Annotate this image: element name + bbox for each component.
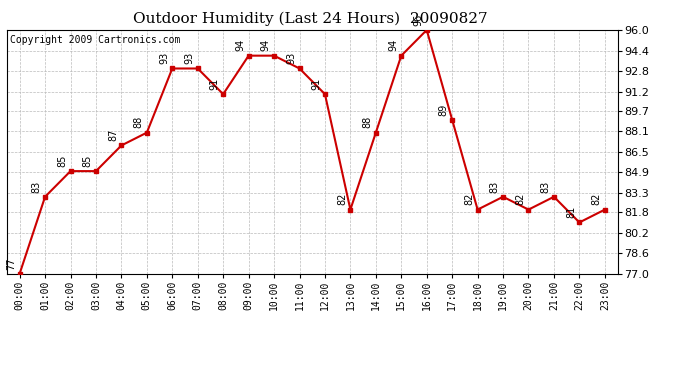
- Text: 88: 88: [133, 116, 144, 129]
- Text: 93: 93: [286, 52, 296, 64]
- Text: 88: 88: [362, 116, 373, 129]
- Text: 85: 85: [57, 154, 67, 167]
- Text: 82: 82: [337, 193, 347, 206]
- Text: 91: 91: [210, 78, 220, 90]
- Text: 89: 89: [439, 104, 449, 116]
- Text: 83: 83: [490, 180, 500, 193]
- Text: 83: 83: [540, 180, 551, 193]
- Text: 82: 82: [591, 193, 602, 206]
- Text: 93: 93: [184, 52, 195, 64]
- Text: Copyright 2009 Cartronics.com: Copyright 2009 Cartronics.com: [10, 35, 180, 45]
- Text: 83: 83: [32, 180, 41, 193]
- Text: 94: 94: [388, 39, 398, 51]
- Text: 82: 82: [464, 193, 474, 206]
- Text: 85: 85: [83, 154, 92, 167]
- Text: 87: 87: [108, 129, 118, 141]
- Text: 94: 94: [261, 39, 270, 51]
- Text: 81: 81: [566, 206, 576, 218]
- Text: 93: 93: [159, 52, 169, 64]
- Text: 77: 77: [6, 257, 17, 270]
- Text: 94: 94: [235, 39, 245, 51]
- Text: 82: 82: [515, 193, 525, 206]
- Text: Outdoor Humidity (Last 24 Hours)  20090827: Outdoor Humidity (Last 24 Hours) 2009082…: [133, 11, 488, 26]
- Text: 91: 91: [312, 78, 322, 90]
- Text: 96: 96: [413, 13, 424, 26]
